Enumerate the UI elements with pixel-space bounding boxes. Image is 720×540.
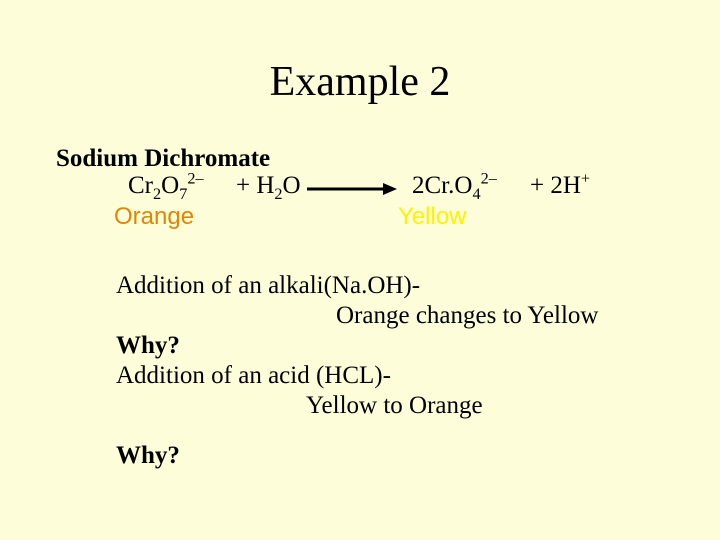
eq-sub-2a: 2 <box>153 185 161 203</box>
body-line-4: Addition of an acid (HCL)- <box>116 362 391 390</box>
body-line-5: Yellow to Orange <box>306 392 483 420</box>
eq-cr: Cr <box>128 172 153 199</box>
eq-reactant1: Cr2O72– <box>128 172 204 200</box>
eq-product1: 2Cr.O42– <box>412 172 497 200</box>
eq-prod-sub: 4 <box>472 185 480 203</box>
eq-h2o-o: O <box>283 172 301 199</box>
body-line-6: Why? <box>116 442 180 470</box>
eq-plus1: + H <box>236 172 274 199</box>
label-orange: Orange <box>114 203 194 231</box>
eq-plus2: + 2H <box>530 172 581 199</box>
body-line-1: Addition of an alkali(Na.OH)- <box>116 272 420 300</box>
reaction-arrow-icon <box>305 179 400 199</box>
slide: Example 2 Sodium Dichromate Cr2O72– + H2… <box>0 0 720 540</box>
eq-h2o: + H2O <box>236 172 301 200</box>
body-line-2: Orange changes to Yellow <box>336 302 598 330</box>
eq-o1: O <box>161 172 179 199</box>
body-line-3: Why? <box>116 332 180 360</box>
eq-h2o-sub: 2 <box>274 185 282 203</box>
slide-title: Example 2 <box>0 58 720 106</box>
label-yellow: Yellow <box>398 203 467 231</box>
eq-sup-2m-a: 2– <box>187 170 203 188</box>
subheading: Sodium Dichromate <box>56 145 270 173</box>
eq-prod-sup: 2– <box>481 170 497 188</box>
eq-hplus-sup: + <box>581 170 590 188</box>
eq-prod-pre: 2Cr.O <box>412 172 472 199</box>
eq-hplus: + 2H+ <box>530 172 590 200</box>
